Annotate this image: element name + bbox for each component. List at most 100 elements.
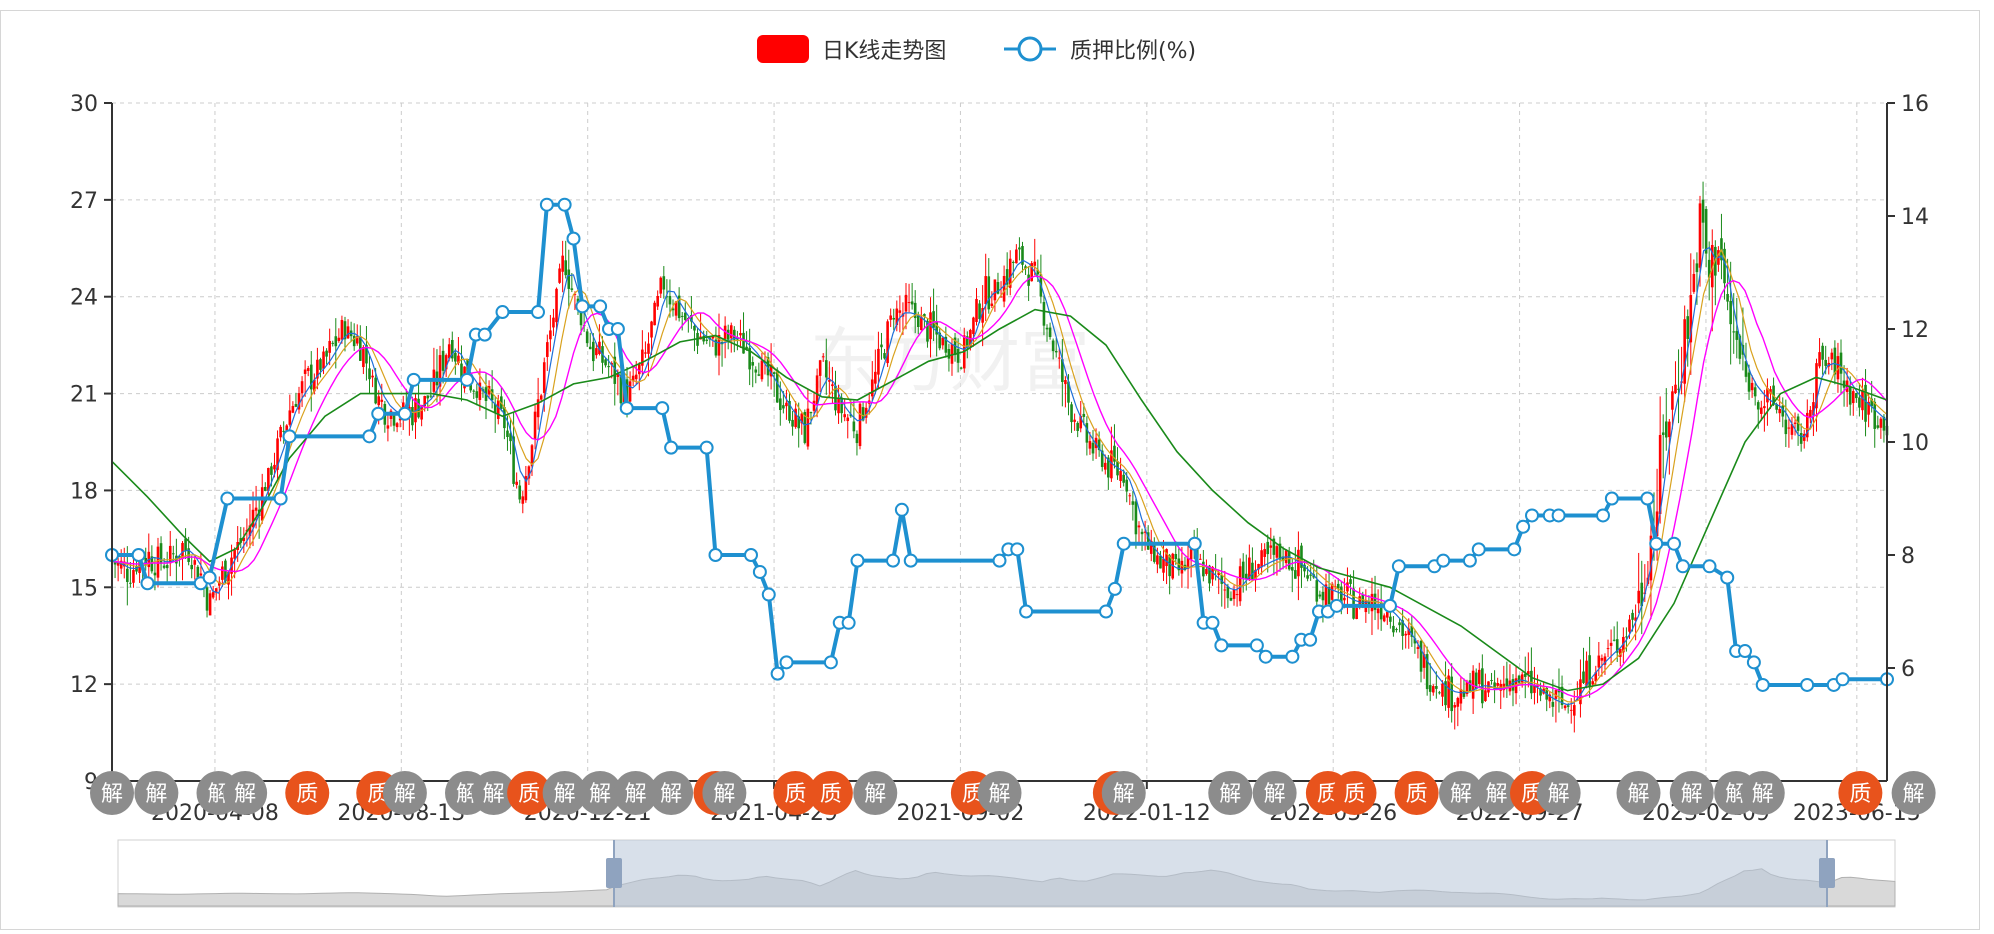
- candle-body: [904, 294, 908, 312]
- candle-body: [782, 405, 785, 409]
- legend-kline-swatch[interactable]: [757, 35, 809, 63]
- candle-body: [1153, 543, 1156, 562]
- release-event-marker[interactable]: 解: [977, 771, 1022, 815]
- release-event-marker[interactable]: 解: [223, 771, 268, 815]
- candle-body: [567, 269, 571, 289]
- candle-body: [1738, 335, 1742, 359]
- candle-body: [1435, 686, 1438, 689]
- candle-body: [1456, 698, 1460, 707]
- candle-body: [178, 556, 181, 558]
- pledge-point: [886, 553, 900, 568]
- event-marker-label: 解: [554, 782, 576, 807]
- candle-body: [932, 311, 935, 328]
- candle-body: [849, 414, 853, 417]
- candle-body: [1462, 691, 1466, 697]
- release-event-marker[interactable]: 解: [1101, 771, 1146, 815]
- pledge-event-marker[interactable]: 质: [285, 771, 330, 815]
- candle-body: [355, 336, 359, 344]
- pledge-event-marker[interactable]: 质: [773, 771, 818, 815]
- candle-body: [769, 364, 773, 377]
- release-event-marker[interactable]: 解: [1252, 771, 1297, 815]
- candle-body: [533, 411, 537, 440]
- candle-body: [595, 348, 598, 356]
- pledge-point: [1116, 536, 1131, 551]
- candle-body: [322, 351, 325, 369]
- candle-body: [564, 260, 568, 276]
- release-event-marker[interactable]: 解: [1740, 771, 1785, 815]
- candle-body: [126, 568, 129, 582]
- release-event-marker[interactable]: 解: [1474, 771, 1519, 815]
- legend[interactable]: 日K线走势图 质押比例(%): [757, 35, 1196, 64]
- event-marker-bg: [773, 771, 818, 815]
- release-event-marker[interactable]: 解: [1891, 771, 1936, 815]
- candle-body: [1625, 636, 1628, 638]
- candle-body: [1389, 616, 1392, 622]
- pledge-event-marker[interactable]: 质: [808, 771, 853, 815]
- release-event-marker[interactable]: 解: [134, 771, 179, 815]
- event-markers[interactable]: 解解解解质质解解解质解解解解质解质质解质解质解解解质质质解解质解解解解解质解: [90, 771, 1936, 815]
- pledge-event-marker[interactable]: 质: [1838, 771, 1883, 815]
- candle-body: [1634, 617, 1637, 621]
- candle-body: [1122, 474, 1125, 483]
- event-marker-bg: [808, 771, 853, 815]
- candle-body: [1100, 450, 1104, 467]
- release-event-marker[interactable]: 解: [542, 771, 587, 815]
- candle-body: [1235, 594, 1239, 596]
- candle-body: [1864, 384, 1867, 422]
- pledge-event-marker[interactable]: 质: [1332, 771, 1377, 815]
- candle-body: [132, 570, 135, 583]
- pledge-event-marker[interactable]: 质: [507, 771, 552, 815]
- release-event-marker[interactable]: 解: [853, 771, 898, 815]
- candle-body: [1628, 619, 1631, 632]
- candle-body: [757, 374, 761, 376]
- candle-body: [1156, 555, 1159, 565]
- candle-body: [779, 398, 782, 410]
- candle-body: [775, 369, 779, 403]
- candle-body: [1180, 560, 1184, 574]
- event-marker-label: 解: [1681, 782, 1703, 807]
- candle-body: [1263, 549, 1266, 557]
- slider-selected-range[interactable]: [614, 840, 1827, 907]
- candle-body: [1618, 648, 1622, 657]
- candle-body: [659, 277, 663, 294]
- release-event-marker[interactable]: 解: [1208, 771, 1253, 815]
- candle-body: [818, 360, 822, 376]
- release-event-marker[interactable]: 解: [1669, 771, 1714, 815]
- release-event-marker[interactable]: 解: [1439, 771, 1483, 815]
- candle-body: [1238, 566, 1242, 602]
- candle-body: [913, 302, 917, 319]
- candle-body: [870, 379, 874, 397]
- pledge-point: [495, 305, 510, 320]
- legend-pledge-marker[interactable]: [1017, 36, 1043, 62]
- candle-body: [877, 348, 880, 375]
- release-event-marker[interactable]: 解: [1536, 771, 1581, 815]
- candle-body: [1689, 295, 1693, 343]
- release-event-marker[interactable]: 解: [702, 771, 747, 815]
- release-event-marker[interactable]: 解: [1616, 771, 1661, 815]
- legend-pledge-label[interactable]: 质押比例(%): [1070, 39, 1196, 64]
- candle-body: [254, 507, 258, 511]
- release-event-marker[interactable]: 解: [578, 771, 623, 815]
- candle-body: [1382, 615, 1386, 622]
- release-event-marker[interactable]: 解: [649, 771, 694, 815]
- event-marker-label: 解: [1903, 782, 1925, 807]
- datazoom-slider[interactable]: [117, 839, 1896, 908]
- legend-kline-label[interactable]: 日K线走势图: [822, 39, 946, 64]
- release-event-marker[interactable]: 解: [90, 771, 134, 815]
- event-marker-bg: [90, 771, 134, 815]
- candle-body: [352, 335, 356, 347]
- release-event-marker[interactable]: 解: [382, 771, 427, 815]
- candle-body: [542, 362, 546, 393]
- candle-body: [1346, 582, 1349, 592]
- candle-body: [1248, 557, 1251, 579]
- candle-body: [831, 384, 834, 387]
- candle-body: [1851, 391, 1855, 404]
- release-event-marker[interactable]: 解: [613, 771, 658, 815]
- candle-body: [886, 321, 889, 364]
- release-event-marker[interactable]: 解: [471, 771, 516, 815]
- candle-body: [1410, 625, 1414, 637]
- pledge-point: [202, 570, 217, 585]
- candle-body: [1064, 380, 1067, 385]
- candle-body: [1205, 568, 1208, 574]
- pledge-event-marker[interactable]: 质: [1394, 771, 1439, 815]
